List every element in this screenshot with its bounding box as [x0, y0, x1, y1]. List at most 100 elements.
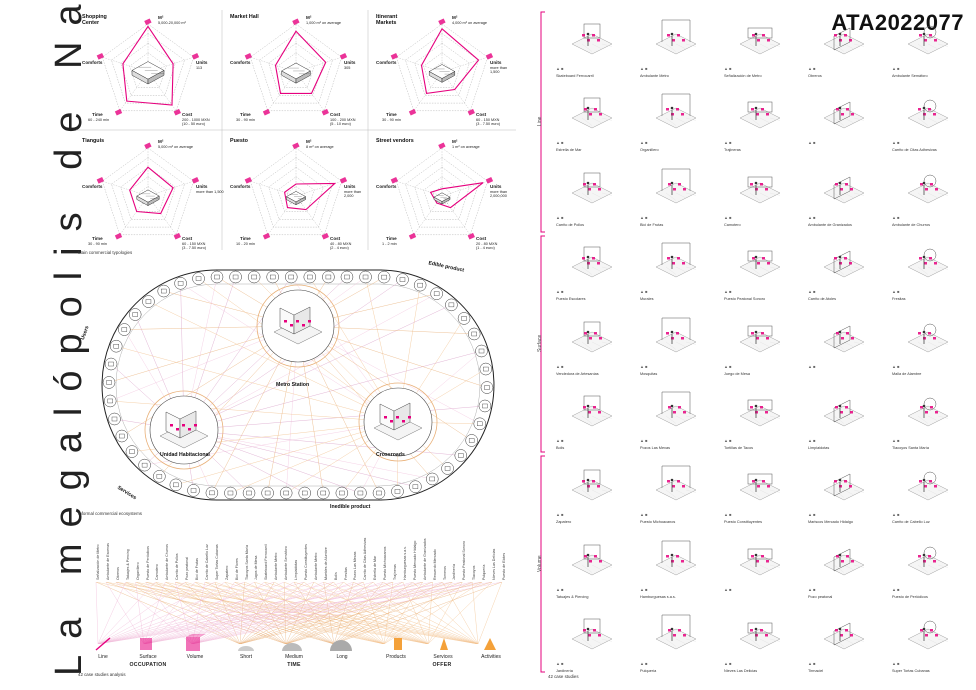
case-tag-icons: ▲ ■	[808, 661, 816, 667]
case-list-item: Ambulante Semáforo	[284, 546, 289, 580]
case-study-name: Ambulante de Churros	[892, 222, 930, 227]
case-tag-icons: ▲ ■	[640, 289, 648, 295]
connection-line	[214, 582, 241, 644]
connection-line	[333, 582, 384, 644]
case-axonometric-drawing	[823, 622, 865, 650]
axis-m2: M²	[158, 139, 164, 144]
case-axonometric-drawing	[571, 321, 613, 352]
connection-line	[239, 582, 275, 644]
connection-line	[224, 582, 429, 644]
case-axonometric-drawing	[739, 548, 781, 576]
radar-title: Puesto	[230, 138, 248, 144]
connection-line	[175, 582, 335, 644]
case-study-card: ▲ ■ Carrito de Cabello Luz	[888, 456, 968, 526]
case-tag-icons: ▲ ■	[640, 661, 648, 667]
value-m2: 4,000 m² on average	[452, 21, 488, 25]
case-study-card: ▲ ■ Pulquería	[636, 605, 716, 675]
case-study-name: Pozos Las Mexas	[640, 446, 670, 450]
vertical-title: La megalópolis de Nadie	[0, 0, 90, 690]
connection-line	[191, 582, 235, 644]
case-axonometric-drawing	[739, 250, 781, 278]
case-study-card: ▲ ■ Ambulante Semáforo	[888, 10, 968, 80]
case-list-item: Ambulante de Churros	[165, 544, 170, 580]
case-study-card: ▲ ■ Mariscos Mercado Hidalgo	[804, 456, 884, 526]
case-study-card: ▲ ■	[804, 84, 884, 154]
legend-medium: Medium	[285, 654, 303, 660]
case-study-card: ▲ ■ Tlacoyos Santa María	[888, 382, 968, 452]
axis-comforts: Comforts	[82, 60, 103, 65]
case-tag-icons: ▲ ■	[892, 140, 900, 146]
case-study-name: Ambulante de Granizados	[808, 222, 852, 227]
connection-line	[191, 582, 473, 644]
axis-units: Units	[344, 60, 356, 65]
value-units: more than 1,500	[490, 66, 508, 75]
connection-line	[244, 582, 385, 644]
radar-title: Tianguis	[82, 138, 105, 144]
legend-volume: Volume	[186, 654, 204, 660]
case-axonometric-drawing	[823, 325, 865, 352]
case-study-card: ▲ ■ Ambulante de Granizados	[804, 159, 884, 229]
connection-line	[477, 582, 503, 644]
case-study-name: Camotero	[724, 222, 741, 227]
case-tag-icons: ▲ ■	[808, 438, 816, 443]
radar-6	[390, 142, 494, 240]
connection-line	[333, 582, 502, 644]
case-tag-icons: ▲ ■	[556, 661, 564, 667]
case-axonometric-drawing	[571, 618, 613, 650]
connection-line	[239, 582, 245, 644]
radar-title: Itinerant Markets	[376, 14, 398, 27]
axis-comforts: Comforts	[376, 184, 397, 189]
medium-icon	[282, 643, 302, 651]
axis-comforts: Comforts	[230, 184, 251, 189]
caption-analysis: 42 case studies analysis	[78, 672, 126, 677]
case-list-item: Torneros	[442, 566, 447, 580]
case-tag-icons: ▲ ■	[724, 661, 732, 667]
value-cost: 60 - 150 MXN (3 - 7.50 euro)	[476, 118, 501, 127]
case-tag-icons: ▲ ■	[556, 586, 564, 592]
case-study-name: Ambulante Metro	[640, 74, 669, 78]
connection-line	[427, 582, 433, 644]
case-axonometric-drawing	[571, 470, 613, 501]
case-study-card: ▲ ■ Tatuajes & Piercing	[552, 531, 632, 601]
axis-time: Time	[240, 236, 251, 241]
connection-line	[175, 582, 193, 644]
value-units: 113	[196, 66, 203, 70]
case-tag-icons: ▲ ■	[640, 512, 648, 518]
axis-cost: Cost	[330, 236, 341, 241]
case-study-card: ▲ ■ Juego de Mesa	[720, 308, 800, 378]
connection-line	[155, 582, 241, 644]
connection-line	[97, 582, 364, 644]
case-tag-icons: ▲ ■	[892, 289, 900, 295]
case-study-card: ▲ ■ Pozo peatonal	[804, 531, 884, 601]
connection-line	[97, 582, 483, 644]
value-time: 1 - 2 min	[382, 242, 397, 246]
connection-line	[303, 582, 385, 644]
short-icon	[238, 646, 254, 651]
case-list-item: Carrito de Citas Adhesivas	[363, 537, 368, 580]
case-study-name: Estrella de Mar	[556, 148, 582, 153]
radar-charts	[76, 10, 516, 250]
case-study-name: Hamburguesas s.a.s.	[640, 594, 676, 599]
axis-m2: M²	[452, 15, 458, 20]
section-line: Line	[537, 116, 543, 126]
connection-line	[145, 582, 335, 644]
case-study-card: ▲ ■ Puesto Michoacanos	[636, 456, 716, 526]
case-axonometric-drawing	[907, 620, 949, 650]
case-tag-icons: ▲ ■	[892, 438, 900, 443]
case-study-card: ▲ ■ Super Tortas Cubanas	[888, 605, 968, 675]
case-study-card: ▲ ■ Puesto Escolares	[552, 233, 632, 303]
connection-line	[95, 582, 241, 644]
case-tag-icons: ▲ ■	[724, 289, 732, 295]
connection-line	[333, 582, 413, 644]
case-tag-icons: ▲ ■	[640, 214, 648, 220]
connection-line	[143, 582, 493, 644]
axis-units: Units	[344, 184, 356, 189]
case-study-name: Señalización de Metro	[724, 74, 762, 78]
case-axonometric-drawing	[907, 100, 949, 129]
case-tag-icons: ▲ ■	[808, 289, 816, 295]
case-list-item: Pozo peatonal	[185, 557, 190, 580]
case-list-item: Trajineras	[393, 564, 397, 580]
case-list-item: Bolis	[333, 572, 338, 580]
case-axonometric-drawing	[739, 622, 781, 650]
case-tag-icons: ▲ ■	[556, 140, 564, 146]
